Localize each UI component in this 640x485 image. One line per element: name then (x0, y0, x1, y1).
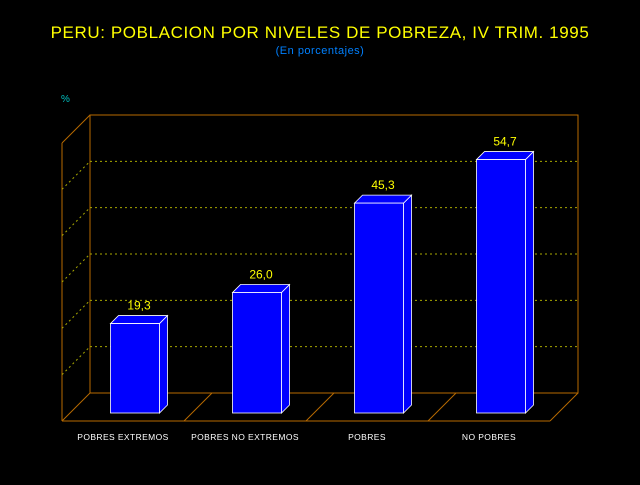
gridline-side (61, 299, 91, 329)
floor-right-edge (549, 392, 579, 422)
y-axis-unit-label: % (61, 94, 70, 105)
bar-side-face (281, 283, 290, 414)
bar-front-face (476, 159, 526, 414)
left-wall-bottom-edge (61, 392, 91, 422)
gridline-side (61, 160, 91, 190)
category-label: POBRES (348, 432, 386, 442)
value-label: 26,0 (249, 268, 273, 282)
floor-divider (427, 392, 457, 422)
floor-divider (183, 392, 213, 422)
bar-side-face (159, 314, 168, 414)
category-label: NO POBRES (462, 432, 516, 442)
value-label: 19,3 (127, 299, 151, 313)
floor-divider (305, 392, 335, 422)
bars (109, 150, 535, 414)
gridline-side (61, 207, 91, 237)
chart-title: PERU: POBLACION POR NIVELES DE POBREZA, … (51, 23, 590, 42)
left-wall-top-edge (61, 114, 91, 144)
gridline-side (61, 253, 91, 283)
bar-side-face (403, 194, 412, 414)
bar-front-face (110, 323, 160, 414)
gridline-side (61, 346, 91, 376)
value-label: 54,7 (493, 135, 517, 149)
category-labels: POBRES EXTREMOS POBRES NO EXTREMOS POBRES N… (77, 432, 516, 442)
bar-side-face (525, 150, 534, 414)
bar-top-face (353, 194, 413, 204)
bar-top-face (109, 315, 169, 324)
category-label: POBRES EXTREMOS (77, 432, 169, 442)
category-label: POBRES NO EXTREMOS (191, 432, 299, 442)
chart-subtitle: (En porcentajes) (276, 45, 365, 57)
bar-2 (231, 283, 291, 414)
bar-front-face (354, 202, 404, 414)
data-labels: 19,3 26,0 45,3 54,7 (127, 135, 517, 313)
value-label: 45,3 (371, 178, 395, 192)
bar-1 (109, 314, 169, 414)
bar-4 (475, 150, 535, 414)
bar-top-face (231, 284, 291, 293)
bar-top-face (475, 151, 535, 160)
bar-3 (353, 194, 413, 414)
bar-front-face (232, 292, 282, 414)
